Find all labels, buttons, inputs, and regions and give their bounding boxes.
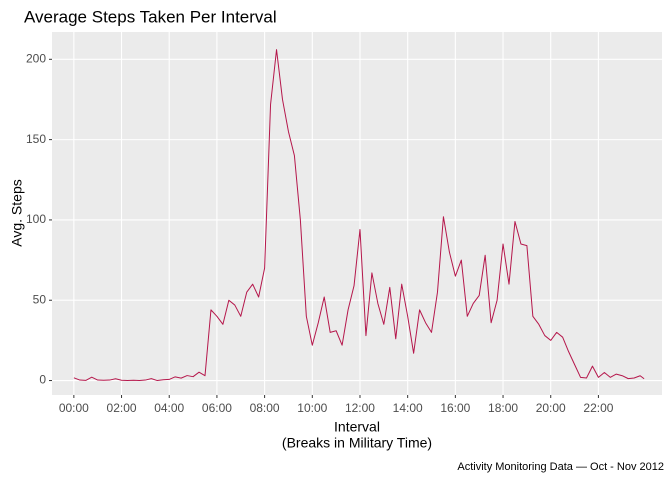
x-tick-label: 02:00 bbox=[107, 401, 137, 415]
x-tick-label: 12:00 bbox=[345, 401, 375, 415]
x-axis-label: (Breaks in Military Time) bbox=[282, 435, 432, 451]
y-tick-label: 50 bbox=[33, 292, 47, 306]
x-axis-label: Interval bbox=[334, 419, 380, 435]
x-tick-label: 22:00 bbox=[583, 401, 613, 415]
chart-title: Average Steps Taken Per Interval bbox=[24, 7, 277, 26]
x-tick-label: 08:00 bbox=[250, 401, 280, 415]
x-tick-label: 20:00 bbox=[536, 401, 566, 415]
y-tick-label: 100 bbox=[26, 212, 46, 226]
x-tick-label: 10:00 bbox=[297, 401, 327, 415]
x-tick-label: 00:00 bbox=[59, 401, 89, 415]
panel bbox=[52, 32, 662, 395]
x-tick-label: 06:00 bbox=[202, 401, 232, 415]
y-tick-label: 0 bbox=[39, 373, 46, 387]
x-tick-label: 04:00 bbox=[154, 401, 184, 415]
y-axis-label: Avg. Steps bbox=[9, 179, 25, 246]
y-tick-label: 150 bbox=[26, 132, 46, 146]
x-tick-label: 18:00 bbox=[488, 401, 518, 415]
x-tick-label: 14:00 bbox=[393, 401, 423, 415]
data-line bbox=[73, 49, 645, 382]
x-tick-label: 16:00 bbox=[440, 401, 470, 415]
y-tick-label: 200 bbox=[26, 51, 46, 65]
caption: Activity Monitoring Data — Oct - Nov 201… bbox=[457, 461, 664, 473]
